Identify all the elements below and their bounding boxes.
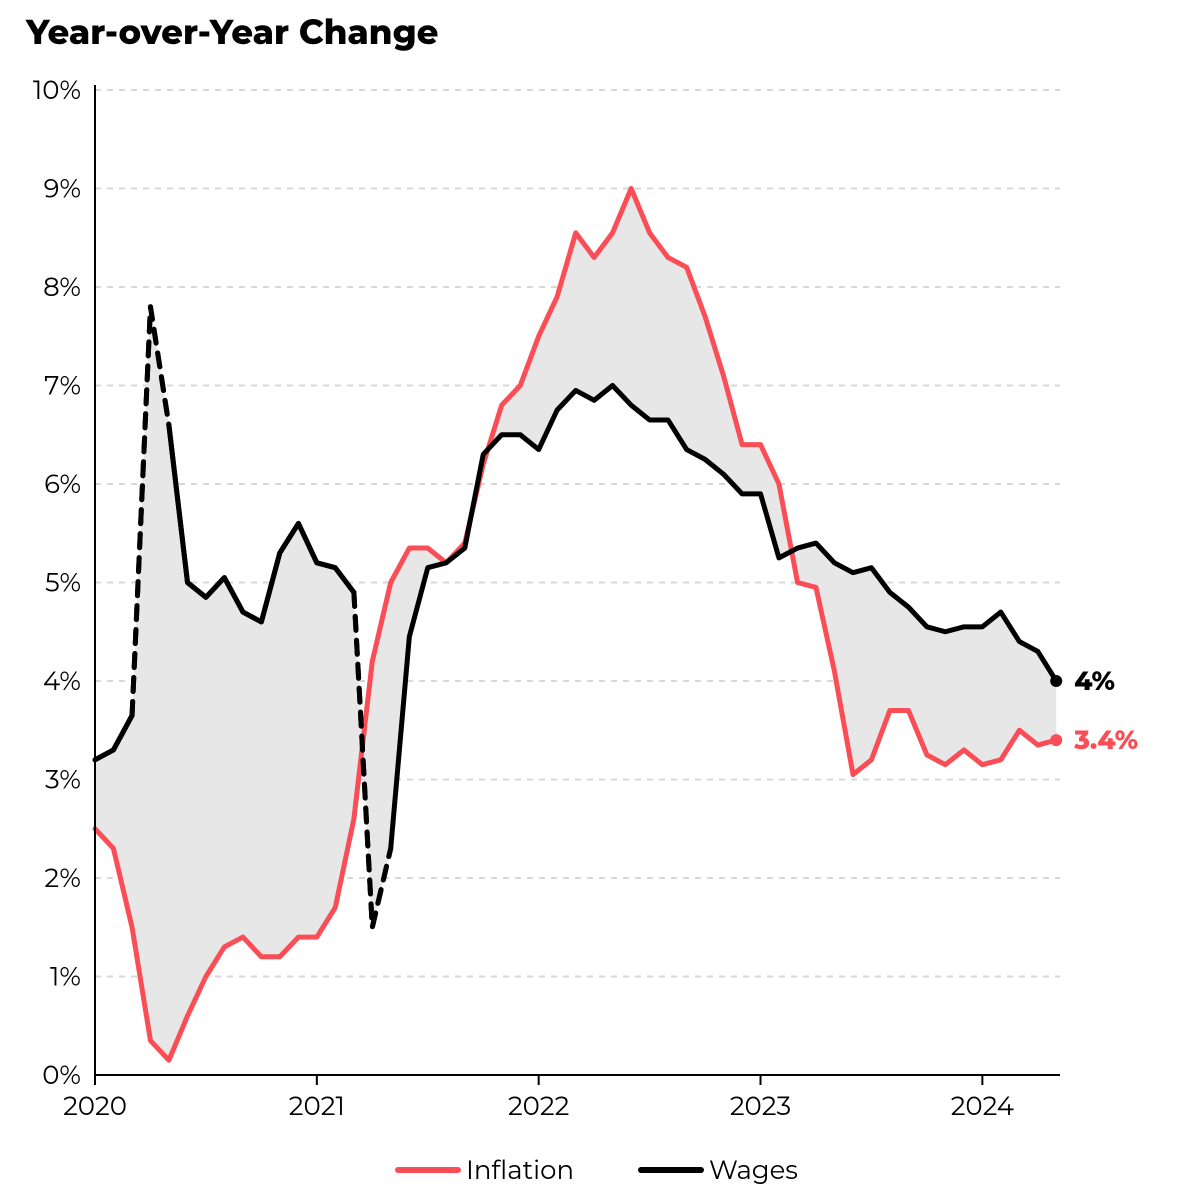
inflation-end-marker — [1050, 734, 1062, 746]
legend-label: Inflation — [466, 1154, 574, 1186]
yoy-change-chart: Year-over-Year Change 0% 1% 2% 3% 4% 5% 6% 7% 8% 9… — [0, 0, 1182, 1200]
y-tick-label: 8% — [43, 271, 81, 303]
y-tick-label: 7% — [44, 370, 81, 402]
y-tick-label: 1% — [50, 961, 81, 993]
y-tick-label: 6% — [44, 468, 81, 500]
y-tick-label: 5% — [45, 567, 81, 599]
y-tick-label: 4% — [43, 665, 81, 697]
y-tick-label: 2% — [44, 862, 81, 894]
y-tick-label: 9% — [44, 173, 81, 205]
x-tick-label: 2024 — [951, 1090, 1014, 1122]
x-tick-label: 2021 — [289, 1090, 345, 1122]
x-tick-label: 2020 — [63, 1090, 127, 1122]
chart-title: Year-over-Year Change — [25, 11, 438, 53]
wages-end-marker — [1050, 675, 1062, 687]
x-tick-label: 2022 — [508, 1090, 569, 1122]
legend-label: Wages — [709, 1154, 798, 1186]
wages-end-label: 4% — [1074, 665, 1115, 697]
y-tick-label: 3% — [45, 764, 81, 796]
x-tick-label: 2023 — [730, 1090, 791, 1122]
y-tick-label: 0% — [42, 1059, 81, 1091]
y-tick-label: 10% — [33, 74, 81, 106]
inflation-end-label: 3.4% — [1073, 724, 1138, 756]
